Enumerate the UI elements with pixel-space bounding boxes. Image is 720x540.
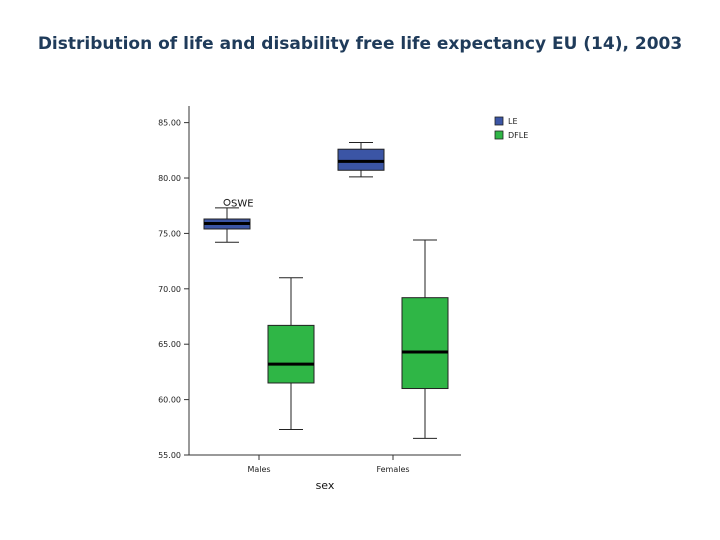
box-dfle-males <box>267 277 315 431</box>
legend-swatch-dfle <box>494 130 504 140</box>
box-dfle-females <box>401 239 449 439</box>
y-tick-label: 65.00 <box>158 340 181 349</box>
iqr-box <box>401 297 449 390</box>
legend-label-dfle: DFLE <box>508 131 528 140</box>
box-le-females <box>337 142 385 178</box>
y-tick-label: 80.00 <box>158 174 181 183</box>
iqr-box <box>337 148 385 171</box>
y-tick-label: 60.00 <box>158 396 181 405</box>
y-tick-label: 55.00 <box>158 451 181 460</box>
legend-swatch-le <box>494 116 504 126</box>
outlier-point <box>223 198 231 206</box>
y-tick-label: 85.00 <box>158 119 181 128</box>
iqr-box <box>267 324 315 384</box>
box-le-males <box>203 207 251 243</box>
chart-title: Distribution of life and disability free… <box>37 34 683 54</box>
x-axis-title: sex <box>316 479 335 492</box>
x-tick-label: Females <box>376 465 409 474</box>
y-tick-label: 75.00 <box>158 229 181 238</box>
legend-label-le: LE <box>508 117 518 126</box>
y-tick-label: 70.00 <box>158 285 181 294</box>
outlier-label: SWE <box>231 198 254 209</box>
x-tick-label: Males <box>247 465 270 474</box>
